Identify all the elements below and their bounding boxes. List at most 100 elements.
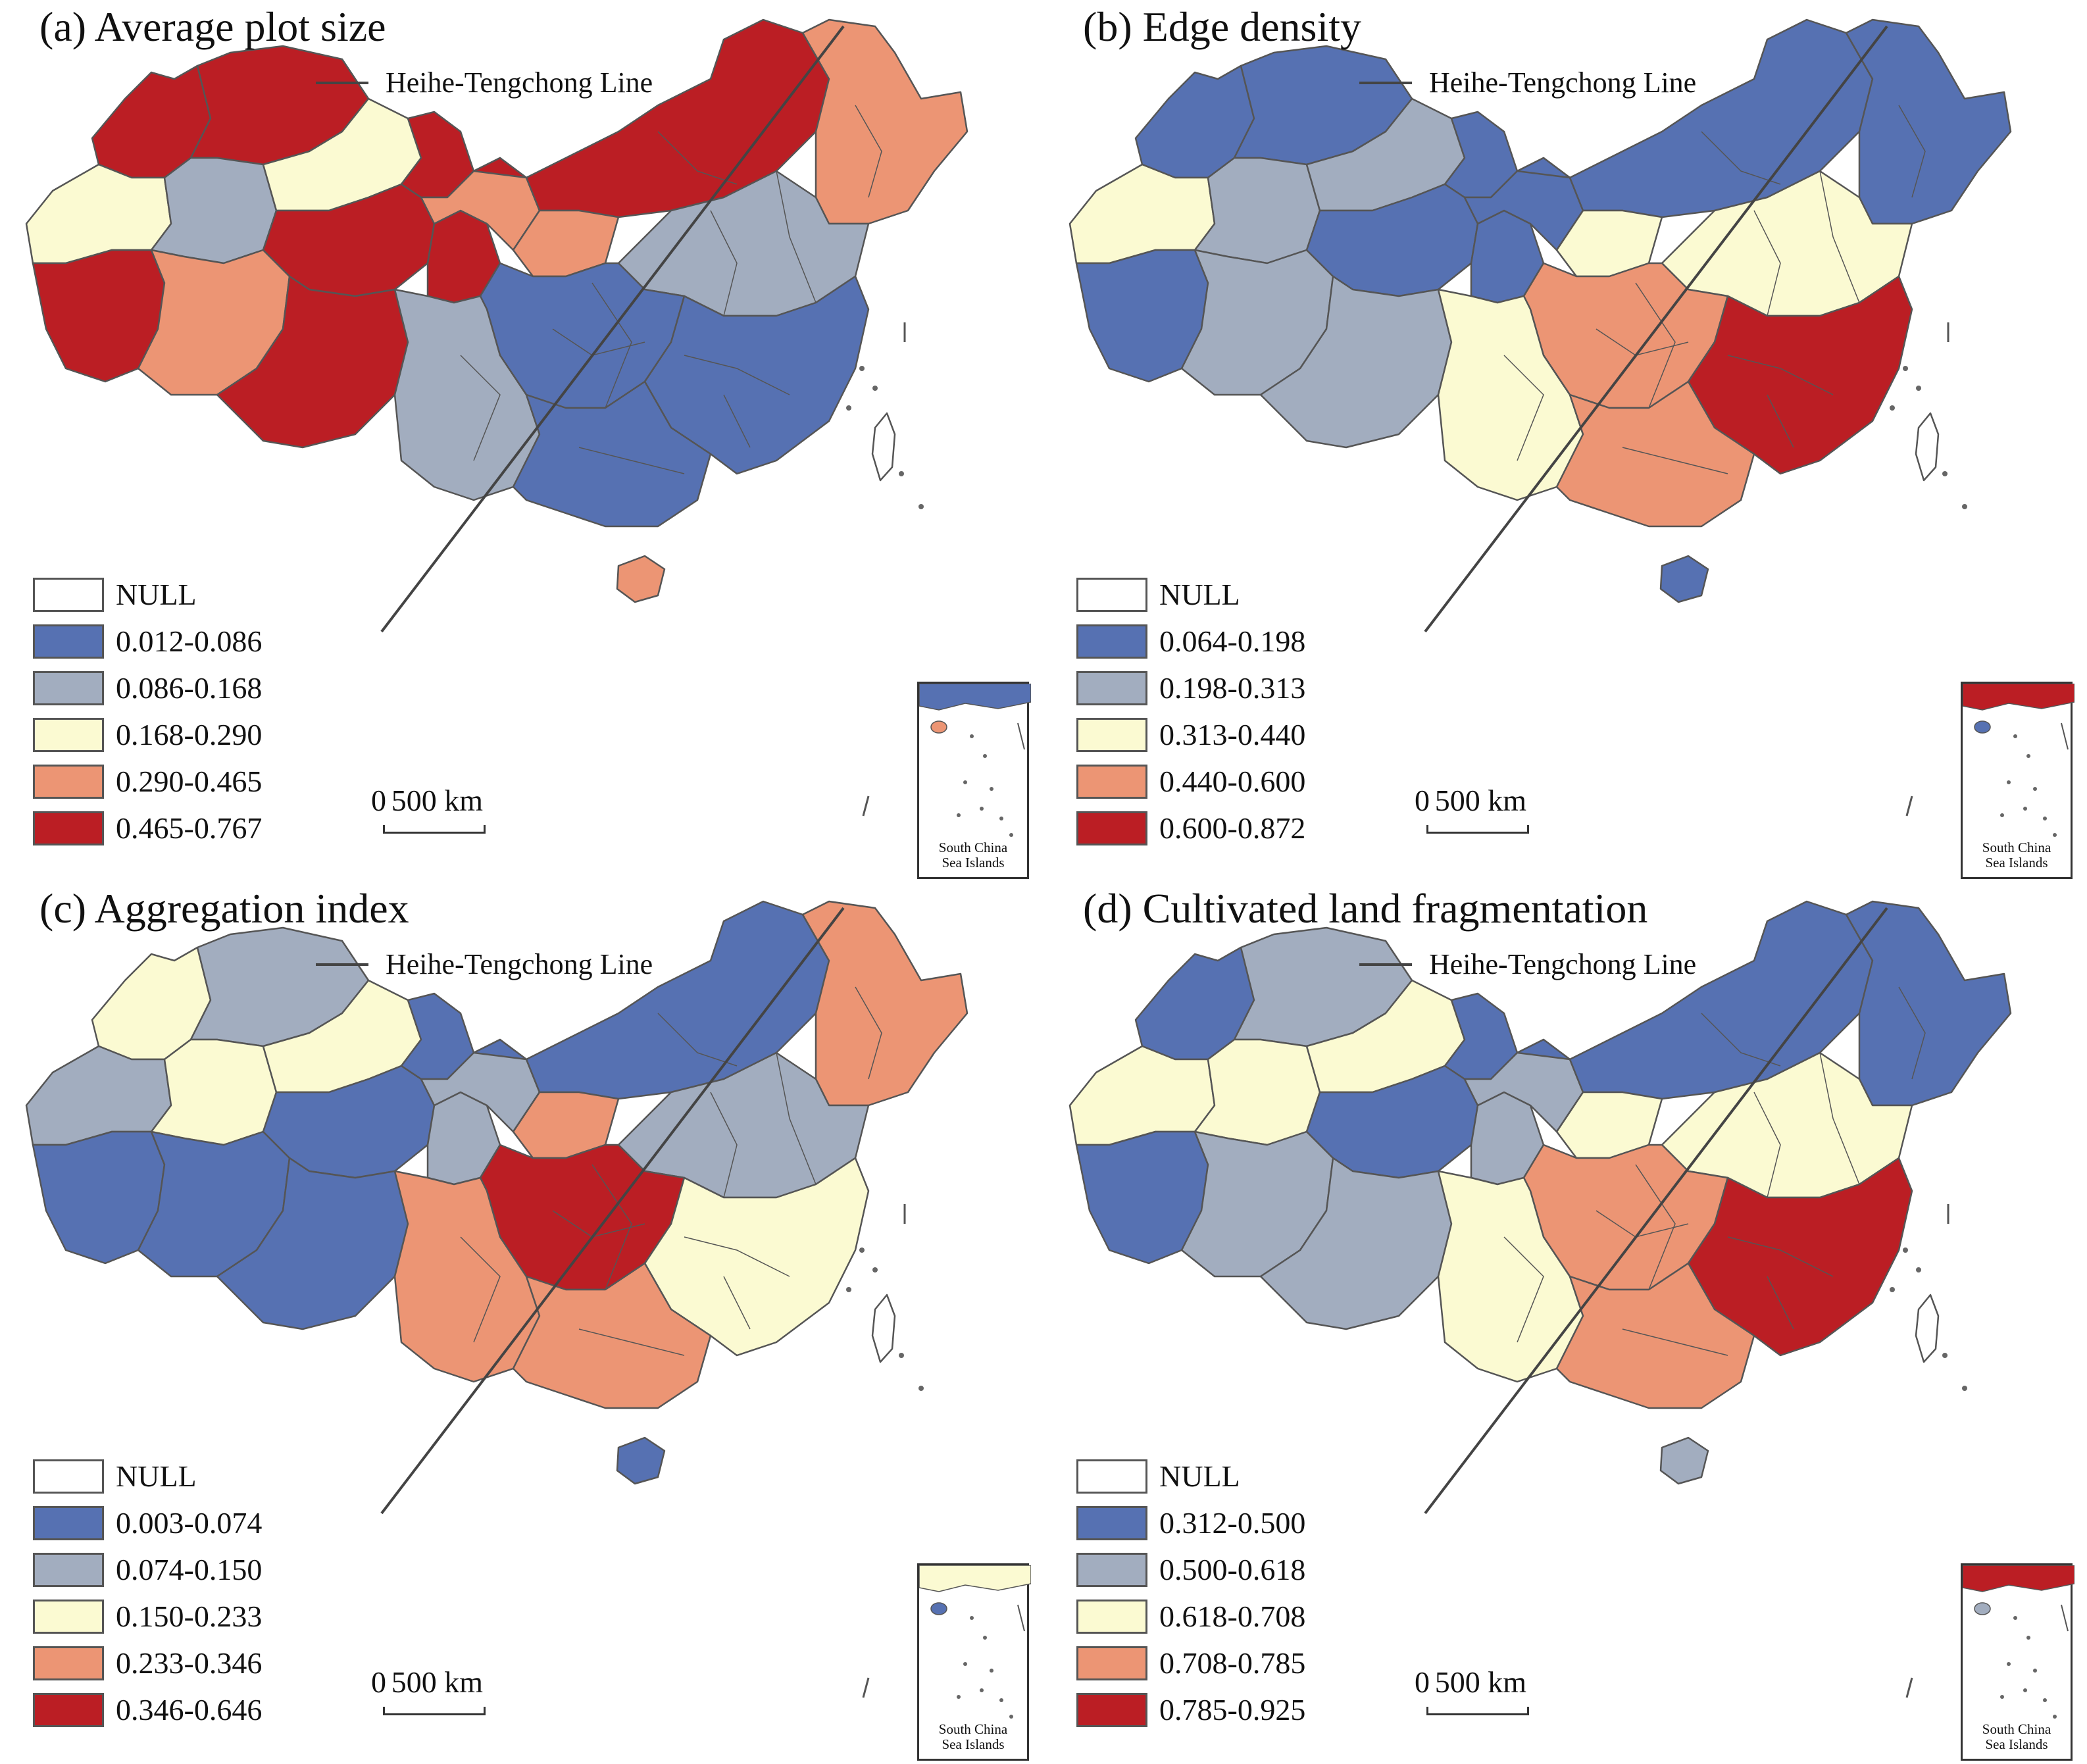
legend-row: 0.012-0.086 (33, 618, 262, 665)
line-legend-label: Heihe-Tengchong Line (1429, 66, 1697, 99)
region-northeast (801, 18, 968, 225)
scale-500: 500 km (1434, 784, 1526, 817)
legend-label: NULL (116, 578, 197, 611)
legend-swatch (1076, 1459, 1147, 1494)
inset-island (963, 1662, 967, 1666)
inset-boundary-dash (1017, 722, 1025, 750)
island-dot (1890, 405, 1895, 411)
legend-row: 0.312-0.500 (1076, 1499, 1305, 1546)
legend-label: NULL (116, 1459, 197, 1493)
inset-island (980, 807, 984, 811)
island-dot (859, 1247, 865, 1253)
heihe-tengchong-legend: Heihe-Tengchong Line (316, 947, 653, 981)
legend-swatch (1076, 1505, 1147, 1540)
panel-title: (b) Edge density (1083, 3, 1361, 50)
legend-label: 0.012-0.086 (116, 624, 263, 658)
inset-boundary-dash (1017, 1604, 1025, 1632)
legend-swatch (1076, 577, 1147, 612)
legend-swatch (33, 577, 104, 612)
legend-row: 0.064-0.198 (1076, 618, 1305, 665)
inset-island (1009, 1715, 1013, 1719)
county-boundary (1753, 1092, 1781, 1198)
map-legend: NULL 0.012-0.086 0.086-0.168 0.168-0.290 0.2… (33, 571, 262, 851)
legend-swatch (33, 1552, 104, 1587)
legend-label: 0.150-0.233 (116, 1600, 263, 1633)
legend-swatch (1076, 811, 1147, 845)
region-guangxi (1555, 380, 1755, 528)
island-dot (1942, 1353, 1948, 1358)
legend-label: 0.064-0.198 (1159, 624, 1306, 658)
region-hainan (1659, 1436, 1709, 1485)
heihe-tengchong-line (1424, 25, 1888, 633)
panel-edge-density: (b) Edge density Heihe-Tengchong Line NU… (1044, 0, 2087, 882)
legend-row: 0.600-0.872 (1076, 805, 1305, 851)
region-guangxi (512, 1262, 712, 1409)
south-china-sea-inset: South China Sea Islands (917, 1563, 1031, 1761)
panel-title: (d) Cultivated land fragmentation (1083, 885, 1648, 932)
scale-zero: 0 (371, 1665, 386, 1699)
legend-label: 0.708-0.785 (1159, 1646, 1306, 1680)
inset-island (2007, 1662, 2011, 1666)
legend-row: 0.500-0.618 (1076, 1546, 1305, 1593)
inset-mainland (919, 1565, 1031, 1592)
county-boundary (1503, 1236, 1544, 1343)
inset-island (999, 1698, 1003, 1702)
inset-label: South China Sea Islands (938, 1721, 1008, 1752)
legend-row: 0.290-0.465 (33, 758, 262, 805)
legend-label: 0.074-0.150 (116, 1553, 263, 1586)
inset-hainan (1974, 1602, 1991, 1615)
region-taiwan (871, 1294, 896, 1363)
island-dot (859, 366, 865, 371)
legend-label: NULL (1159, 1459, 1240, 1493)
county-boundary (1898, 105, 1926, 198)
region-west-low (1069, 1045, 1216, 1146)
inset-island (999, 817, 1003, 820)
legend-row: 0.708-0.785 (1076, 1640, 1305, 1686)
inset-island (2023, 807, 2027, 811)
island-dot (1916, 386, 1921, 391)
scale-500: 500 km (1434, 1665, 1526, 1699)
legend-swatch (1076, 1599, 1147, 1634)
south-china-sea-inset: South China Sea Islands (1961, 682, 2074, 879)
island-dot (1916, 1267, 1921, 1273)
legend-row: 0.346-0.646 (33, 1686, 262, 1733)
heihe-tengchong-line (380, 907, 845, 1515)
heihe-tengchong-line (380, 25, 845, 633)
region-hainan (616, 1436, 666, 1485)
region-west-mid (150, 1038, 278, 1146)
region-northeast (1845, 900, 2012, 1107)
county-boundary (1503, 355, 1544, 461)
county-boundary (657, 1013, 738, 1067)
inset-island (2026, 754, 2030, 758)
region-west-mid (1194, 157, 1321, 265)
legend-swatch (1076, 1692, 1147, 1727)
legend-row: NULL (33, 1453, 262, 1499)
panel-cultivated-land-fragmentation: (d) Cultivated land fragmentation Heihe-… (1044, 882, 2087, 1763)
inset-mainland (1963, 684, 2074, 711)
county-boundary (1767, 1276, 1794, 1330)
island-dot (899, 471, 904, 476)
legend-row: 0.086-0.168 (33, 665, 262, 711)
inset-island (1009, 833, 1013, 837)
line-legend-label: Heihe-Tengchong Line (1429, 948, 1697, 980)
inset-label: South China Sea Islands (1982, 840, 2051, 870)
county-boundary (684, 1236, 790, 1277)
county-boundary (1767, 394, 1794, 448)
legend-label: 0.785-0.925 (1159, 1693, 1306, 1726)
scale-500: 500 km (391, 784, 483, 817)
legend-swatch (33, 764, 104, 799)
legend-swatch (33, 1646, 104, 1680)
legend-label: 0.500-0.618 (1159, 1553, 1306, 1586)
legend-label: 0.618-0.708 (1159, 1600, 1306, 1633)
legend-label: 0.003-0.074 (116, 1506, 263, 1540)
county-boundary (1898, 986, 1926, 1080)
region-guangxi (1555, 1262, 1755, 1409)
legend-row: 0.198-0.313 (1076, 665, 1305, 711)
island-dot (918, 504, 924, 509)
legend-row: 0.233-0.346 (33, 1640, 262, 1686)
map-average-plot-size (25, 18, 968, 817)
heihe-tengchong-legend: Heihe-Tengchong Line (1359, 947, 1696, 981)
line-swatch (1359, 963, 1412, 966)
region-west-low (25, 1045, 172, 1146)
inset-island (2013, 1616, 2017, 1620)
